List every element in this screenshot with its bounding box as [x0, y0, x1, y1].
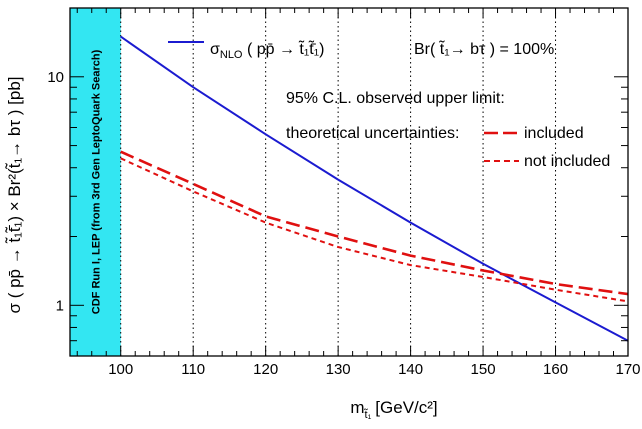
series-lines: [120, 35, 629, 342]
series-line-2: [120, 157, 629, 303]
axis-ticks: [70, 7, 629, 357]
uncertainties-header: theoretical uncertainties:: [286, 125, 459, 142]
limit-header: 95% C.L. observed upper limit:: [286, 90, 505, 107]
excluded-band-label: CDF Run I, LEP (from 3rd Gen LeptoQuark …: [90, 49, 102, 314]
x-tick-label-130: 130: [326, 361, 351, 378]
series-line-0: [120, 35, 629, 342]
x-tick-label-100: 100: [108, 361, 133, 378]
series-line-1: [120, 150, 629, 296]
x-tick-label-120: 120: [253, 361, 278, 378]
legend-nlo-main: σ: [210, 41, 220, 58]
y-axis-title: σ ( pp̄ → t̃₁t̃̄₁) × Br²(t̃₁→ bτ ) [pb]: [5, 76, 24, 313]
legend-label-nlo: σNLO ( pp̄ → t̃₁t̃̄₁): [210, 39, 324, 61]
plot-frame: [69, 7, 629, 357]
x-tick-label-140: 140: [398, 361, 423, 378]
x-tick-label-170: 170: [615, 361, 640, 378]
x-axis-title-unit: [GeV/c²]: [375, 398, 437, 417]
legend-label-included: included: [524, 125, 584, 142]
x-axis-title-main: m: [350, 398, 364, 417]
x-axis-title-sub: t̃₁: [363, 408, 371, 421]
x-tick-label-150: 150: [471, 361, 496, 378]
x-axis-title: mt̃₁ [GeV/c²]: [350, 398, 437, 421]
x-tick-label-110: 110: [181, 361, 205, 378]
excluded-band: [70, 8, 121, 356]
x-tick-label-160: 160: [543, 361, 568, 378]
y-tick-label-10: 10: [47, 69, 64, 86]
legend-label-not-included: not included: [524, 153, 610, 170]
legend-nlo-sub: NLO: [220, 49, 243, 61]
y-tick-label-1: 1: [56, 297, 64, 314]
branching-ratio-label: Br( t̃₁→ bτ ) = 100%: [414, 39, 554, 58]
legend-nlo-rest: ( pp̄ → t̃₁t̃̄₁): [243, 39, 325, 58]
